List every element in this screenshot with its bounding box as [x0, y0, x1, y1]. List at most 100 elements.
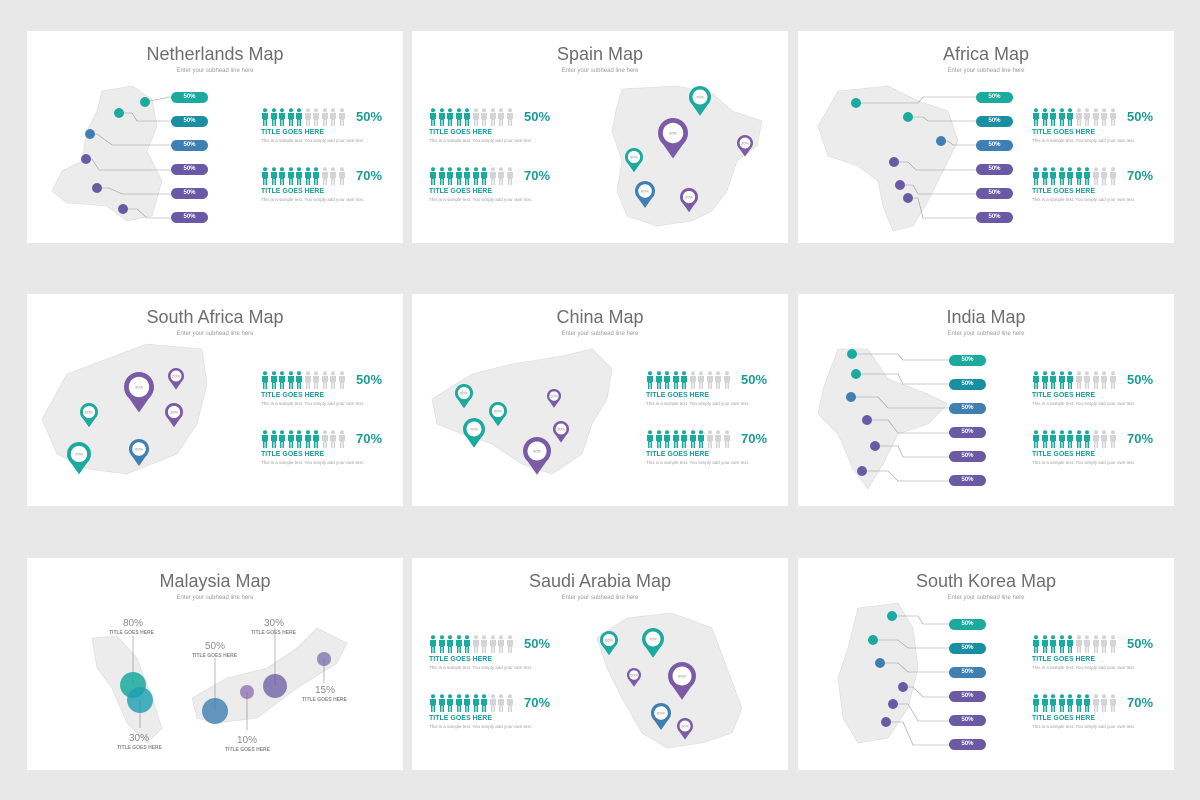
map-pin: 70%	[689, 86, 711, 116]
stat-a: 50% TITLE GOES HERE This is a sample text.…	[261, 371, 386, 421]
value-pill: 50%	[949, 691, 986, 702]
value-pill: 50%	[949, 739, 986, 750]
stat-a: 50% TITLE GOES HERE This is a sample text.…	[1032, 635, 1157, 685]
pin-label: 70%	[696, 95, 704, 100]
china-map: 50% 60% 70% 90% 30% 10%	[431, 348, 613, 475]
stat-percent: 70%	[356, 168, 383, 183]
bubble-pct: 50%	[205, 641, 226, 652]
slide-subtitle: Enter your subhead line here	[561, 68, 639, 74]
pin-label: 20%	[685, 195, 693, 200]
pin-label: 50%	[460, 391, 468, 396]
map-pin: 70%	[463, 418, 485, 448]
person-icons	[646, 371, 731, 389]
stat-percent: 70%	[1127, 431, 1154, 446]
stat-text: This is a sample text. You simply add yo…	[261, 401, 365, 406]
stat-percent: 50%	[524, 109, 551, 124]
slide-title: South Korea Map	[915, 571, 1057, 591]
slide-title: Africa Map	[942, 44, 1030, 64]
pin-label: 90%	[135, 385, 143, 390]
stat-percent: 50%	[741, 372, 768, 387]
bubble-caption: TITLE GOES HERE	[117, 745, 163, 751]
slide-subtitle: Enter your subhead line here	[947, 595, 1025, 601]
slide-title: Netherlands Map	[146, 44, 284, 64]
stat-a: 50% TITLE GOES HERE This is a sample text.…	[1032, 108, 1157, 158]
slide-india[interactable]: India Map Enter your subhead line here 5…	[798, 294, 1174, 506]
stat-b: 70% TITLE GOES HERE This is a sample text.…	[1032, 167, 1157, 217]
map-pin: 50%	[455, 384, 473, 409]
stat-text: This is a sample text. You simply add yo…	[429, 724, 533, 729]
slide-title: Spain Map	[556, 44, 644, 64]
map-pin: 30%	[677, 718, 693, 740]
stat-percent: 50%	[524, 636, 551, 651]
stat-percent: 50%	[356, 372, 383, 387]
slide-saudi-arabia[interactable]: Saudi Arabia Map Enter your subhead line…	[412, 558, 788, 770]
person-icons	[261, 430, 346, 448]
stat-text: This is a sample text. You simply add yo…	[1032, 724, 1136, 729]
stat-text: This is a sample text. You simply add yo…	[261, 197, 365, 202]
slide-subtitle: Enter your subhead line here	[947, 68, 1025, 74]
stat-b: 70% TITLE GOES HERE This is a sample text.…	[261, 430, 386, 480]
slide-china[interactable]: China Map Enter your subhead line here 5…	[412, 294, 788, 506]
stat-text: This is a sample text. You simply add yo…	[646, 460, 750, 465]
value-pill: 50%	[949, 475, 986, 486]
person-icons	[429, 108, 514, 126]
value-pill: 50%	[171, 92, 208, 103]
slide-south-korea[interactable]: South Korea Map Enter your subhead line …	[798, 558, 1174, 770]
pin-label: 90%	[669, 131, 677, 136]
stat-percent: 50%	[1127, 109, 1154, 124]
map-pin: 50%	[625, 148, 643, 173]
pin-label: 50%	[630, 155, 638, 160]
map-pin: 20%	[680, 188, 698, 213]
stat-text: This is a sample text. You simply add yo…	[1032, 138, 1136, 143]
slide-south-africa[interactable]: South Africa Map Enter your subhead line…	[27, 294, 403, 506]
bubble-pct: 30%	[264, 618, 285, 629]
china-pins: 50% 60% 70% 90% 30% 10%	[455, 384, 569, 475]
value-pill: 50%	[949, 643, 986, 654]
bubble-pct: 30%	[129, 733, 150, 744]
stat-title: TITLE GOES HERE	[1032, 129, 1096, 136]
bubble-caption: TITLE GOES HERE	[109, 630, 155, 636]
stat-title: TITLE GOES HERE	[429, 656, 493, 663]
stat-text: This is a sample text. You simply add yo…	[1032, 197, 1136, 202]
stat-title: TITLE GOES HERE	[261, 392, 325, 399]
netherlands-map	[51, 85, 172, 222]
slide-netherlands[interactable]: Netherlands Map Enter your subhead line …	[27, 31, 403, 243]
pin-label: 20%	[630, 673, 638, 678]
bubble-pct: 80%	[123, 618, 144, 629]
stat-percent: 50%	[356, 109, 383, 124]
person-icons	[1032, 167, 1117, 185]
person-icons	[1032, 371, 1117, 389]
slide-malaysia[interactable]: Malaysia Map Enter your subhead line her…	[27, 558, 403, 770]
stat-percent: 50%	[1127, 636, 1154, 651]
value-pill: 50%	[976, 164, 1013, 175]
pin-label: 70%	[470, 427, 478, 432]
slide-title: South Africa Map	[146, 307, 284, 327]
person-icons	[429, 635, 514, 653]
slide-africa[interactable]: Africa Map Enter your subhead line here …	[798, 31, 1174, 243]
person-icons	[429, 167, 514, 185]
map-pin: 30%	[165, 403, 183, 428]
bubble-pct: 10%	[237, 735, 258, 746]
stat-b: 70% TITLE GOES HERE This is a sample text.…	[261, 167, 386, 217]
pin-label: 10%	[550, 394, 558, 399]
value-pill: 50%	[949, 619, 986, 630]
stat-percent: 70%	[741, 431, 768, 446]
person-icons	[261, 108, 346, 126]
map-pin: 60%	[651, 703, 671, 730]
slide-subtitle: Enter your subhead line here	[947, 331, 1025, 337]
spain-pins: 70% 90% 50% 60% 30% 20%	[625, 86, 753, 213]
pin-label: 70%	[75, 452, 83, 457]
map-pin: 60%	[489, 402, 507, 427]
stat-title: TITLE GOES HERE	[1032, 188, 1096, 195]
africa-map	[817, 85, 978, 232]
value-pill: 50%	[949, 451, 986, 462]
map-pin: 70%	[67, 442, 91, 475]
stat-title: TITLE GOES HERE	[261, 129, 325, 136]
stat-text: This is a sample text. You simply add yo…	[261, 460, 365, 465]
stat-text: This is a sample text. You simply add yo…	[429, 138, 533, 143]
slide-spain[interactable]: Spain Map Enter your subhead line here 5…	[412, 31, 788, 243]
stat-title: TITLE GOES HERE	[1032, 715, 1096, 722]
map-pin: 50%	[80, 403, 98, 428]
pin-label: 70%	[649, 637, 657, 642]
saudi-pins: 60% 70% 20% 90% 60% 30%	[600, 628, 696, 740]
